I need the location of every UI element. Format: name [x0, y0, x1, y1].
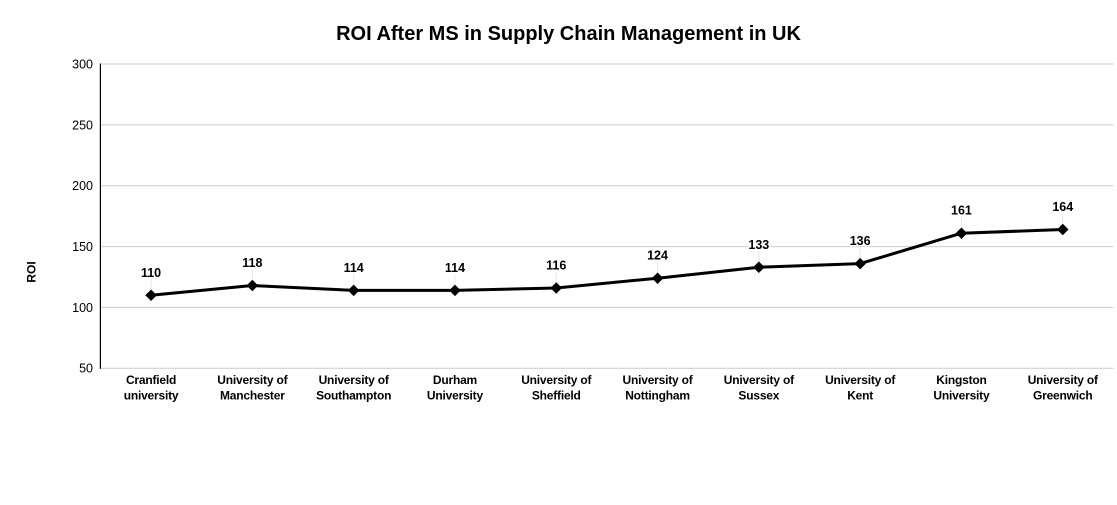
svg-text:Sussex: Sussex [738, 388, 779, 402]
svg-text:110: 110 [141, 266, 161, 280]
svg-text:University of: University of [1028, 373, 1099, 387]
svg-text:Manchester: Manchester [220, 388, 285, 402]
svg-text:114: 114 [344, 261, 364, 275]
svg-text:150: 150 [72, 240, 93, 254]
svg-text:Nottingham: Nottingham [625, 388, 690, 402]
svg-text:Sheffield: Sheffield [532, 388, 581, 402]
svg-text:100: 100 [72, 301, 93, 315]
svg-text:50: 50 [79, 362, 93, 376]
svg-text:University of: University of [319, 373, 390, 387]
svg-text:116: 116 [546, 258, 566, 272]
svg-text:136: 136 [850, 234, 871, 248]
svg-text:University of: University of [521, 373, 592, 387]
svg-text:133: 133 [748, 238, 769, 252]
svg-text:Greenwich: Greenwich [1033, 388, 1093, 402]
svg-text:University of: University of [825, 373, 896, 387]
svg-text:ROI After MS in Supply Chain M: ROI After MS in Supply Chain Management … [336, 23, 801, 45]
svg-text:161: 161 [951, 204, 972, 218]
svg-text:University: University [427, 388, 484, 402]
svg-text:250: 250 [72, 118, 93, 132]
svg-text:124: 124 [647, 249, 668, 263]
svg-text:University of: University of [217, 373, 288, 387]
svg-text:Durham: Durham [433, 373, 477, 387]
svg-text:Kent: Kent [847, 388, 873, 402]
svg-text:200: 200 [72, 179, 93, 193]
svg-text:University of: University of [623, 373, 694, 387]
svg-text:Southampton: Southampton [316, 388, 391, 402]
svg-text:114: 114 [445, 261, 465, 275]
svg-text:university: university [124, 388, 179, 402]
svg-text:Kingston: Kingston [936, 373, 986, 387]
svg-text:ROI: ROI [24, 261, 38, 282]
svg-text:300: 300 [72, 57, 93, 71]
svg-text:University: University [933, 388, 990, 402]
svg-text:Cranfield: Cranfield [126, 373, 176, 387]
svg-text:University of: University of [724, 373, 795, 387]
svg-text:118: 118 [242, 256, 262, 270]
svg-text:164: 164 [1052, 200, 1073, 214]
